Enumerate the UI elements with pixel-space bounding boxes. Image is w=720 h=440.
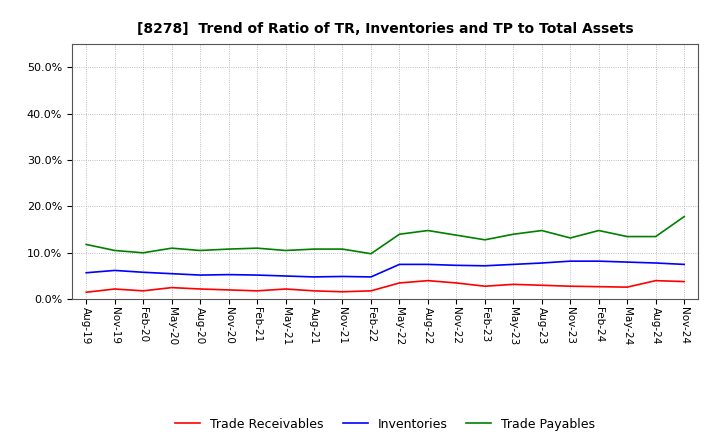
Inventories xyxy=(282,273,290,279)
Trade Receivables xyxy=(623,285,631,290)
Trade Receivables xyxy=(253,288,261,293)
Inventories xyxy=(139,270,148,275)
Inventories xyxy=(196,272,204,278)
Inventories xyxy=(225,272,233,277)
Inventories xyxy=(395,262,404,267)
Trade Receivables xyxy=(282,286,290,292)
Trade Payables xyxy=(595,228,603,233)
Trade Payables xyxy=(652,234,660,239)
Trade Payables xyxy=(623,234,631,239)
Trade Receivables xyxy=(680,279,688,284)
Trade Payables xyxy=(196,248,204,253)
Trade Receivables xyxy=(196,286,204,292)
Trade Receivables xyxy=(509,282,518,287)
Trade Receivables xyxy=(566,283,575,289)
Trade Payables xyxy=(480,237,489,242)
Line: Inventories: Inventories xyxy=(86,261,684,277)
Trade Receivables xyxy=(167,285,176,290)
Trade Receivables xyxy=(338,289,347,294)
Inventories xyxy=(595,259,603,264)
Inventories xyxy=(509,262,518,267)
Trade Payables xyxy=(566,235,575,241)
Trade Receivables xyxy=(310,288,318,293)
Trade Receivables xyxy=(82,290,91,295)
Trade Receivables xyxy=(452,280,461,286)
Inventories xyxy=(338,274,347,279)
Inventories xyxy=(680,262,688,267)
Inventories xyxy=(82,270,91,275)
Inventories xyxy=(452,263,461,268)
Legend: Trade Receivables, Inventories, Trade Payables: Trade Receivables, Inventories, Trade Pa… xyxy=(170,413,600,436)
Line: Trade Receivables: Trade Receivables xyxy=(86,281,684,292)
Trade Receivables xyxy=(139,288,148,293)
Inventories xyxy=(623,260,631,265)
Trade Payables xyxy=(310,246,318,252)
Inventories xyxy=(167,271,176,276)
Line: Trade Payables: Trade Payables xyxy=(86,216,684,254)
Trade Receivables xyxy=(423,278,432,283)
Inventories xyxy=(652,260,660,266)
Trade Receivables xyxy=(595,284,603,290)
Trade Payables xyxy=(225,246,233,252)
Trade Payables xyxy=(452,232,461,238)
Inventories xyxy=(566,259,575,264)
Title: [8278]  Trend of Ratio of TR, Inventories and TP to Total Assets: [8278] Trend of Ratio of TR, Inventories… xyxy=(137,22,634,36)
Trade Payables xyxy=(509,231,518,237)
Trade Payables xyxy=(680,214,688,219)
Trade Payables xyxy=(537,228,546,233)
Trade Receivables xyxy=(480,283,489,289)
Inventories xyxy=(110,268,119,273)
Trade Payables xyxy=(395,231,404,237)
Inventories xyxy=(310,274,318,279)
Trade Payables xyxy=(366,251,375,257)
Trade Receivables xyxy=(110,286,119,292)
Inventories xyxy=(423,262,432,267)
Trade Payables xyxy=(253,246,261,251)
Trade Receivables xyxy=(395,280,404,286)
Trade Payables xyxy=(82,242,91,247)
Trade Receivables xyxy=(366,288,375,293)
Trade Payables xyxy=(139,250,148,256)
Inventories xyxy=(253,272,261,278)
Trade Receivables xyxy=(225,287,233,293)
Inventories xyxy=(366,274,375,279)
Inventories xyxy=(537,260,546,266)
Trade Payables xyxy=(282,248,290,253)
Trade Payables xyxy=(167,246,176,251)
Inventories xyxy=(480,263,489,268)
Trade Payables xyxy=(110,248,119,253)
Trade Payables xyxy=(423,228,432,233)
Trade Payables xyxy=(338,246,347,252)
Trade Receivables xyxy=(652,278,660,283)
Trade Receivables xyxy=(537,282,546,288)
